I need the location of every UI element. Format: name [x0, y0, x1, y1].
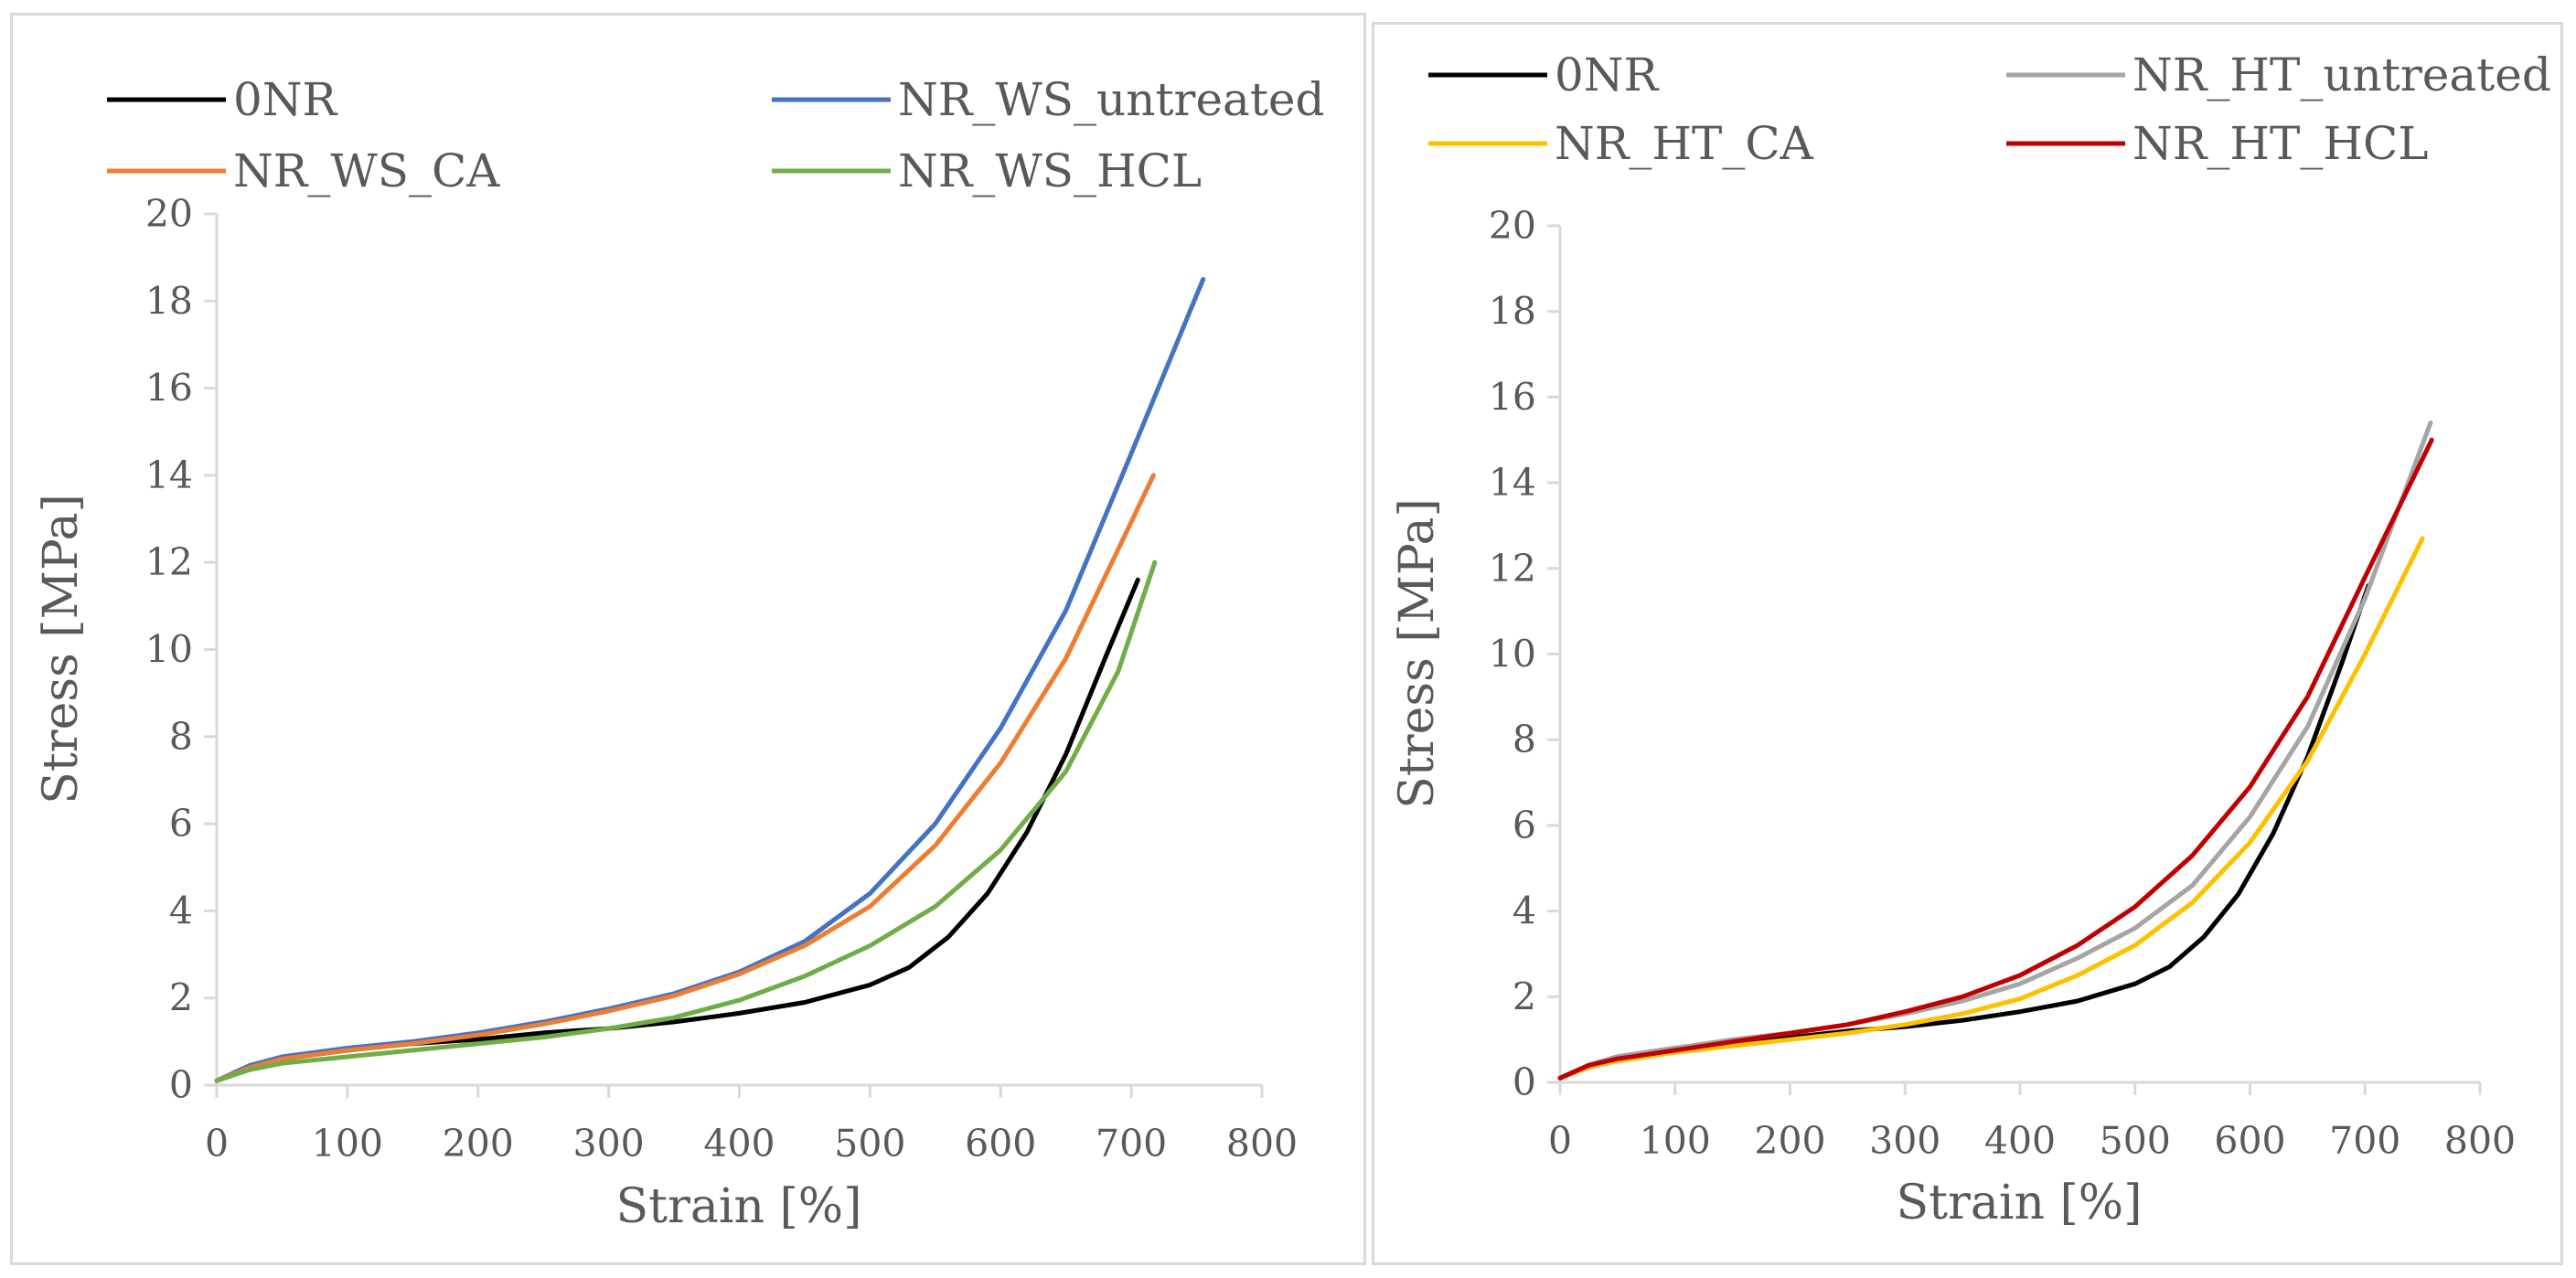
- x-tick-label: 800: [1226, 1122, 1298, 1166]
- series-line-nr-ht-ca: [1557, 536, 2425, 1081]
- y-tick-label: 12: [1489, 547, 1536, 591]
- series-line-0nr: [214, 577, 1140, 1083]
- y-tick-label: 6: [169, 802, 193, 846]
- y-tick-label: 0: [1512, 1060, 1536, 1104]
- x-tick-label: 600: [2214, 1119, 2285, 1163]
- x-tick-label: 200: [1754, 1119, 1825, 1163]
- x-tick-label: 100: [312, 1122, 383, 1166]
- series-line-0nr: [1557, 583, 2371, 1081]
- chart-panel-left: 0 2 4 6 8 10 12 14 16 18 20 0 100 200 300 400 500 600 700 8…: [10, 13, 1366, 1265]
- x-tick-label: 500: [834, 1122, 905, 1166]
- y-tick-label: 6: [1512, 804, 1536, 847]
- x-tick-label: 0: [1548, 1119, 1572, 1163]
- y-tick-label: 12: [145, 540, 193, 584]
- legend-label: NR_WS_untreated: [898, 73, 1325, 126]
- x-tick-label: 600: [965, 1122, 1036, 1166]
- y-tick-label: 8: [1512, 718, 1536, 761]
- y-tick-label: 4: [1512, 889, 1536, 933]
- x-tick-label: 500: [2100, 1119, 2171, 1163]
- series-line-nr-ws-untreated: [214, 277, 1206, 1083]
- x-tick-label: 400: [1984, 1119, 2056, 1163]
- y-tick-label: 18: [1489, 290, 1536, 334]
- chart-panel-right: 0 2 4 6 8 10 12 14 16 18 20 0 100 200 300 400 500 600 700 8…: [1372, 22, 2563, 1265]
- y-tick-label: 16: [145, 367, 193, 410]
- x-tick-label: 400: [703, 1122, 775, 1166]
- y-axis-title: Stress [MPa]: [34, 494, 89, 804]
- y-tick-label: 20: [145, 192, 193, 236]
- series-line-nr-ws-ca: [214, 473, 1156, 1083]
- legend-label: 0NR: [1555, 48, 1660, 101]
- y-tick-label: 18: [145, 279, 193, 323]
- series-line-nr-ht-hcl: [1557, 437, 2434, 1081]
- y-tick-label: 14: [1489, 461, 1536, 505]
- legend-label: NR_HT_CA: [1555, 117, 1814, 170]
- x-tick-label: 700: [2329, 1119, 2400, 1163]
- series-line-nr-ws-hcl: [214, 559, 1158, 1083]
- x-tick-label: 0: [205, 1122, 229, 1166]
- y-tick-label: 20: [1489, 204, 1536, 248]
- x-tick-label: 300: [572, 1122, 644, 1166]
- y-tick-label: 2: [1512, 974, 1536, 1018]
- x-tick-label: 200: [443, 1122, 514, 1166]
- y-tick-label: 4: [169, 889, 193, 932]
- legend-label: NR_WS_CA: [233, 144, 500, 197]
- x-tick-label: 100: [1640, 1119, 1711, 1163]
- y-tick-label: 0: [169, 1063, 193, 1107]
- y-tick-label: 16: [1489, 375, 1536, 419]
- y-axis-title: Stress [MPa]: [1390, 498, 1445, 809]
- x-axis-title: Strain [%]: [615, 1179, 861, 1234]
- y-tick-label: 14: [145, 453, 193, 497]
- legend-label: NR_HT_HCL: [2132, 117, 2428, 170]
- x-tick-label: 800: [2444, 1119, 2516, 1163]
- y-tick-label: 8: [169, 715, 193, 759]
- y-tick-label: 10: [145, 628, 193, 672]
- legend-label: NR_HT_untreated: [2132, 48, 2551, 101]
- y-tick-label: 2: [169, 976, 193, 1020]
- legend-label: 0NR: [233, 73, 338, 126]
- legend-label: NR_WS_HCL: [898, 144, 1202, 197]
- x-axis-title: Strain [%]: [1896, 1176, 2142, 1230]
- x-tick-label: 700: [1096, 1122, 1167, 1166]
- series-line-nr-ht-untreated: [1557, 421, 2433, 1081]
- x-tick-label: 300: [1869, 1119, 1940, 1163]
- y-tick-label: 10: [1489, 633, 1536, 676]
